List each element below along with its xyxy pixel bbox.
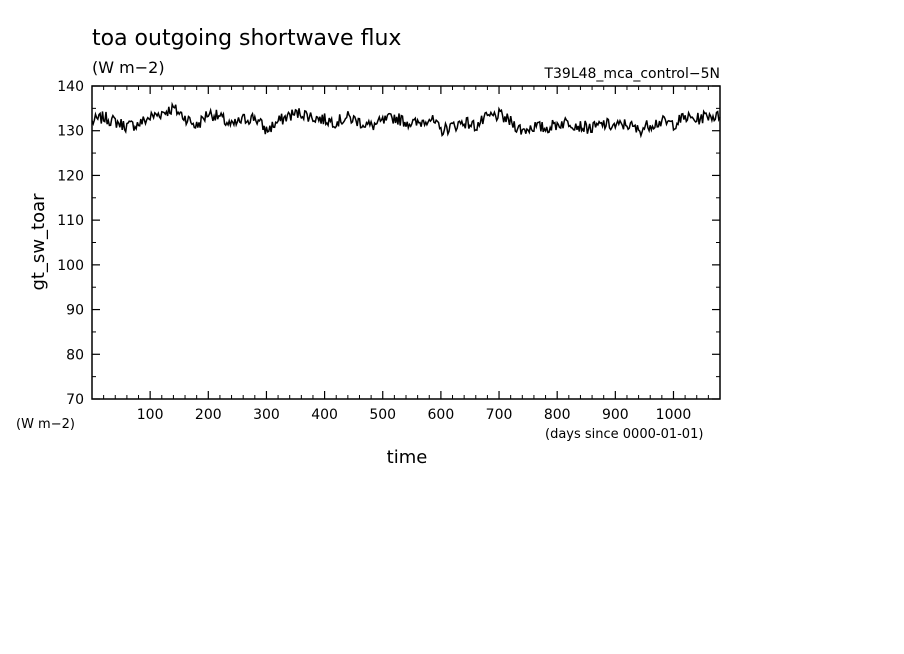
y-tick-label: 140: [57, 79, 84, 95]
experiment-label: T39L48_mca_control−5N: [543, 66, 720, 82]
y-tick-label: 130: [57, 124, 84, 140]
y-tick-label: 70: [66, 392, 84, 408]
x-axis-units: (days since 0000-01-01): [545, 427, 703, 442]
x-tick-label: 600: [428, 407, 455, 423]
y-axis-ticks: 70 80 90 100 110 120 130 140: [57, 79, 720, 408]
x-tick-label: 900: [602, 407, 629, 423]
x-axis-ticks: 100 200 300 400 500 600 700 800 900 1000: [103, 86, 709, 423]
x-axis-label: time: [387, 447, 428, 468]
series-line: [91, 101, 721, 139]
x-tick-label: 200: [195, 407, 222, 423]
x-tick-label: 400: [311, 407, 338, 423]
y-tick-label: 100: [57, 258, 84, 274]
x-tick-label: 1000: [656, 407, 692, 423]
x-tick-label: 300: [253, 407, 280, 423]
x-tick-label: 800: [544, 407, 571, 423]
y-tick-label: 120: [57, 168, 84, 184]
plot-frame: [91, 85, 721, 400]
x-tick-label: 700: [486, 407, 513, 423]
x-tick-label: 100: [137, 407, 164, 423]
chart-subtitle: (W m−2): [92, 58, 165, 77]
y-axis-label: gt_sw_toar: [28, 193, 49, 291]
x-tick-label: 500: [369, 407, 396, 423]
chart-title: toa outgoing shortwave flux: [92, 26, 401, 51]
y-tick-label: 110: [57, 213, 84, 229]
y-axis-units: (W m−2): [16, 417, 75, 432]
y-tick-label: 80: [66, 347, 84, 363]
y-tick-label: 90: [66, 303, 84, 319]
